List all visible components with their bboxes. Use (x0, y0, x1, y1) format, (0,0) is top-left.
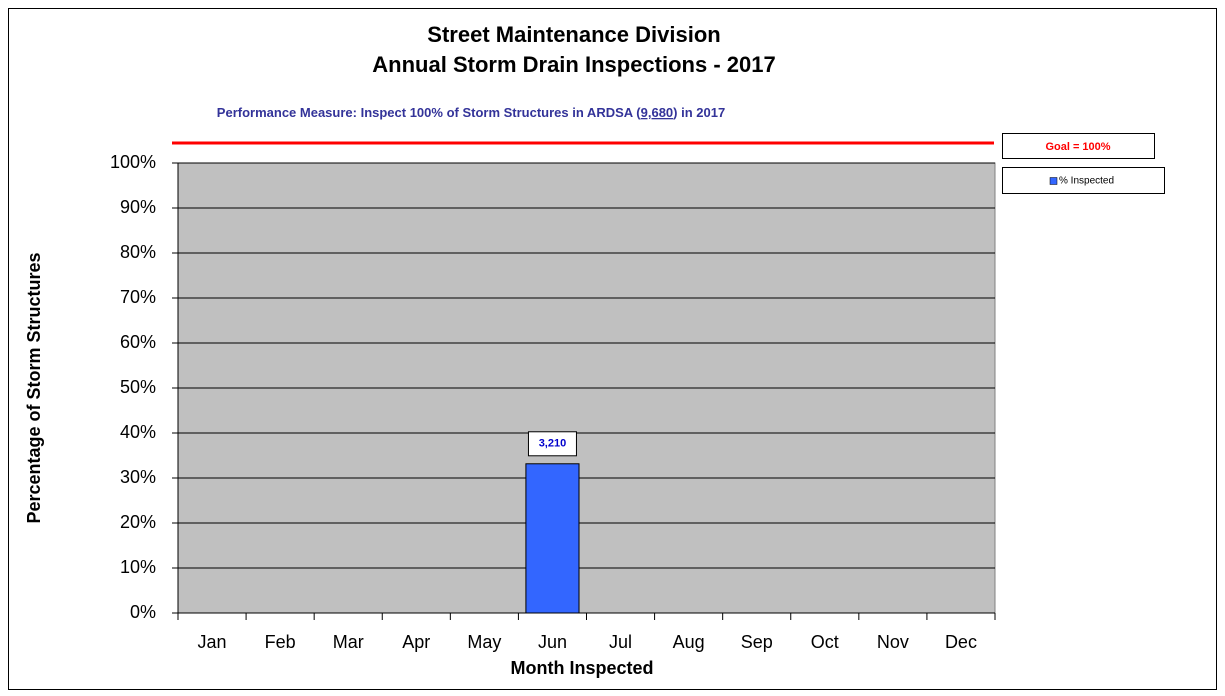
x-tick-label: Dec (945, 632, 977, 652)
legend-box (1002, 167, 1165, 194)
x-tick-label: Feb (265, 632, 296, 652)
y-tick-label: 50% (120, 377, 156, 397)
bar (525, 463, 580, 614)
x-tick-label: Aug (673, 632, 705, 652)
y-tick-label: 20% (120, 512, 156, 532)
x-tick-label: Jul (609, 632, 632, 652)
chart-title: Street Maintenance Division (427, 22, 720, 47)
x-tick-label: Mar (333, 632, 364, 652)
x-tick-label: Nov (877, 632, 909, 652)
x-axis-title: Month Inspected (511, 658, 654, 678)
y-tick-label: 60% (120, 332, 156, 352)
legend-label: % Inspected (1059, 176, 1114, 187)
x-tick-label: Jan (198, 632, 227, 652)
legend-swatch (1049, 177, 1058, 185)
chart-title: Annual Storm Drain Inspections - 2017 (372, 52, 775, 77)
x-tick-label: Jun (538, 632, 567, 652)
y-tick-label: 100% (110, 152, 156, 172)
subtitle-text: ) in 2017 (673, 105, 725, 120)
y-tick-label: 40% (120, 422, 156, 442)
y-tick-label: 0% (130, 602, 156, 622)
x-tick-label: May (467, 632, 501, 652)
x-tick-label: Oct (811, 632, 839, 652)
chart-subtitle: Performance Measure: Inspect 100% of Sto… (217, 105, 725, 120)
value-label: 3,210 (539, 438, 567, 450)
x-tick-label: Sep (741, 632, 773, 652)
y-axis-title: Percentage of Storm Structures (24, 252, 44, 523)
value-label-box (527, 431, 577, 457)
y-tick-label: 90% (120, 197, 156, 217)
subtitle-text: Performance Measure: Inspect 100% of Sto… (217, 105, 641, 120)
y-tick-label: 30% (120, 467, 156, 487)
subtitle-count: 9,680 (641, 105, 674, 120)
goal-label: Goal = 100% (1045, 141, 1110, 153)
y-tick-label: 80% (120, 242, 156, 262)
x-tick-label: Apr (402, 632, 430, 652)
goal-box (1002, 133, 1155, 159)
y-tick-label: 10% (120, 557, 156, 577)
y-tick-label: 70% (120, 287, 156, 307)
